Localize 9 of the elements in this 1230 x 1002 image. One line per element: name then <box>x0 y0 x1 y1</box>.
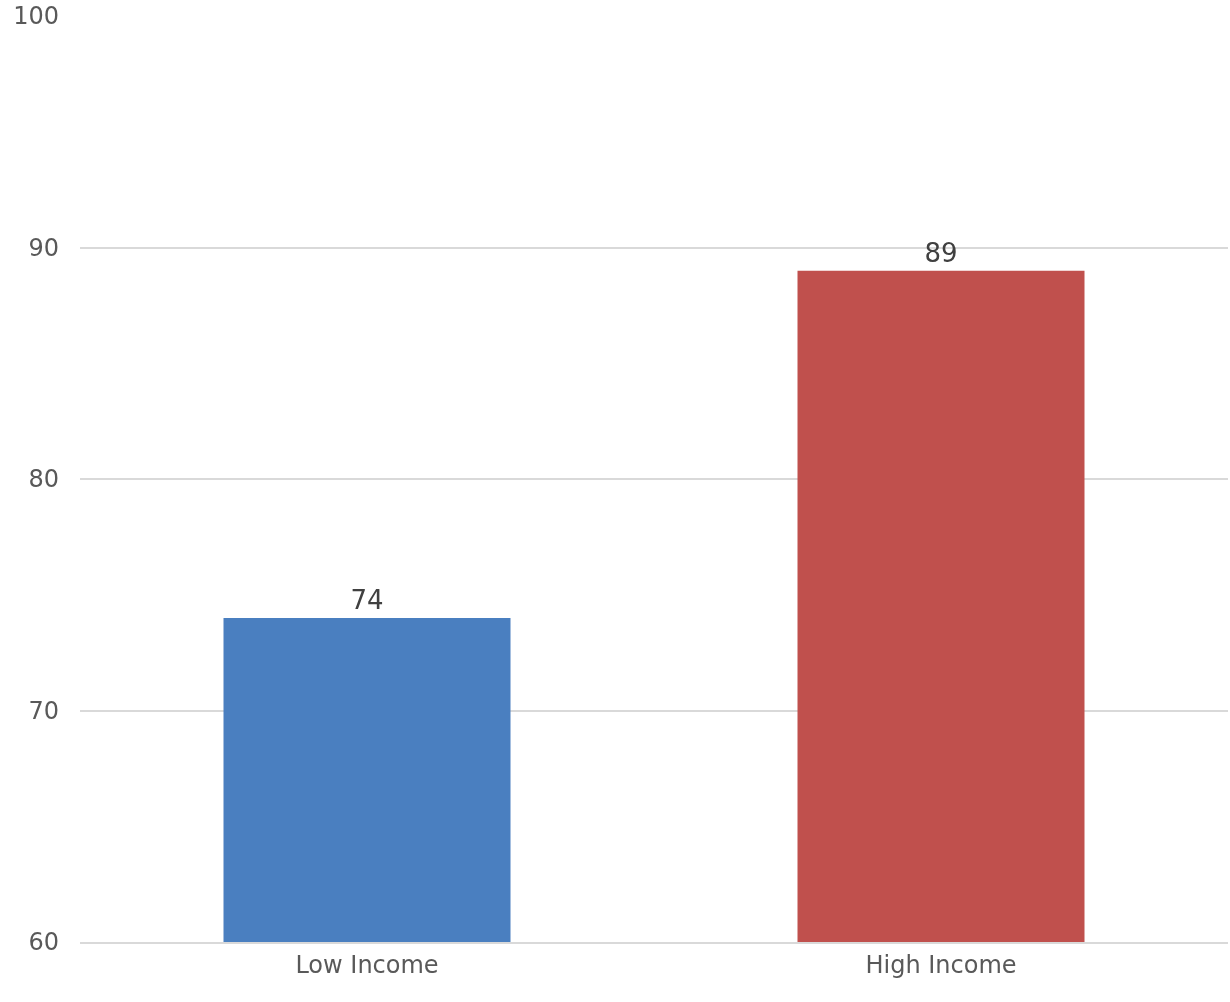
y-tick-label: 80 <box>28 465 59 494</box>
x-tick-label: Low Income <box>295 950 439 979</box>
y-tick-label: 70 <box>28 696 59 725</box>
y-tick-label: 60 <box>28 928 59 957</box>
y-tick-label: 100 <box>13 2 59 31</box>
data-label: 74 <box>350 584 384 615</box>
data-label: 89 <box>924 237 958 268</box>
x-tick-label: High Income <box>865 950 1017 979</box>
y-tick-label: 90 <box>28 233 59 262</box>
